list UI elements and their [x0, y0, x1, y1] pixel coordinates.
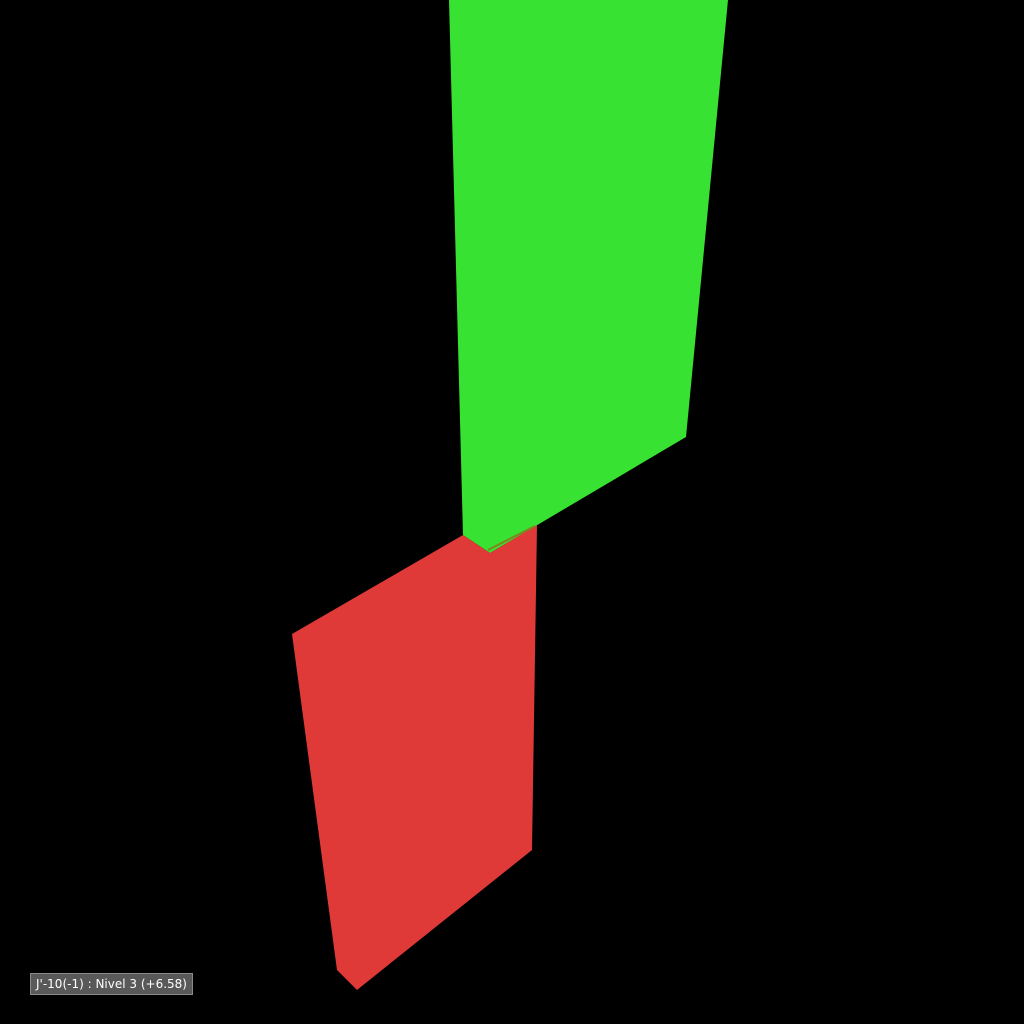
red-wall-panel[interactable] [292, 525, 537, 990]
element-label-badge: J'-10(-1) : Nivel 3 (+6.58) [30, 973, 193, 995]
joint-edge [487, 525, 536, 551]
green-wall-panel[interactable] [449, 0, 728, 553]
